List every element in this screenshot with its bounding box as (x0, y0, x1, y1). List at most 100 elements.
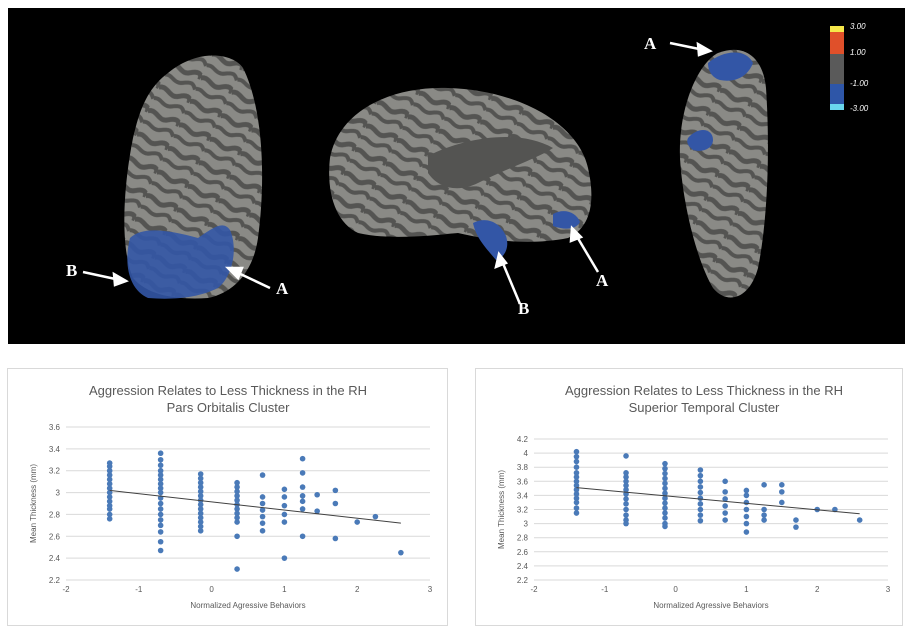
data-point (743, 529, 750, 535)
data-point (662, 510, 668, 516)
data-point (281, 519, 288, 525)
data-point (573, 470, 580, 476)
data-point (332, 500, 339, 507)
data-point (623, 453, 629, 459)
data-point (106, 494, 113, 500)
data-point (234, 484, 240, 490)
data-point (281, 502, 288, 509)
data-point (299, 533, 306, 540)
data-point (197, 484, 204, 490)
y-tick-label: 2.4 (49, 554, 61, 563)
data-point (697, 495, 704, 502)
data-point (662, 480, 668, 487)
data-point (662, 465, 668, 472)
data-point (722, 478, 728, 485)
data-point (197, 528, 204, 534)
data-point (743, 513, 750, 520)
data-point (281, 486, 288, 493)
chart-subtitle: Pars Orbitalis Cluster (167, 400, 290, 415)
chart-subtitle: Superior Temporal Cluster (629, 400, 780, 415)
data-point (259, 500, 266, 507)
data-point (662, 500, 668, 506)
data-point (234, 506, 240, 512)
data-point (722, 496, 728, 502)
data-point (157, 547, 164, 554)
data-point (662, 490, 668, 497)
data-point (197, 501, 204, 508)
data-point (761, 512, 767, 518)
data-point (697, 517, 704, 524)
data-point (332, 535, 339, 542)
y-axis-label: Mean Thickness (mm) (497, 470, 506, 549)
data-point (743, 520, 750, 527)
data-point (573, 478, 580, 485)
data-point (662, 470, 668, 477)
data-point (722, 510, 728, 516)
x-tick-label: 0 (673, 585, 678, 594)
x-tick-label: 2 (815, 585, 820, 594)
callout-label-b-left: B (66, 261, 78, 280)
data-point (259, 507, 266, 513)
y-tick-label: 2.6 (517, 548, 529, 557)
y-tick-label: 3.4 (49, 445, 61, 454)
data-point (662, 505, 668, 511)
data-point (157, 467, 164, 474)
x-tick-label: -2 (530, 585, 538, 594)
data-point (697, 512, 704, 518)
data-point (779, 499, 785, 506)
brain-right-view (679, 49, 768, 298)
x-tick-label: 3 (428, 585, 433, 594)
data-point (314, 491, 320, 498)
data-point (697, 472, 704, 479)
data-point (259, 513, 266, 520)
data-point (623, 470, 629, 476)
data-point (662, 520, 668, 527)
colorbar-label-min: -3.00 (850, 104, 869, 113)
data-point (299, 470, 306, 476)
scatter-chart-pars-orbitalis: Aggression Relates to Less Thickness in … (7, 368, 448, 626)
data-point (697, 478, 704, 485)
data-point (573, 464, 580, 470)
data-point (234, 493, 240, 499)
data-point (197, 523, 204, 530)
x-axis-label: Normalized Agressive Behaviors (653, 601, 768, 610)
data-point (623, 482, 629, 489)
data-point (106, 485, 113, 491)
data-point (697, 467, 704, 473)
data-point (332, 487, 339, 494)
data-point (697, 506, 704, 513)
data-point (106, 516, 113, 522)
data-point (197, 493, 204, 499)
data-point (761, 482, 767, 488)
data-point (623, 501, 629, 507)
data-point (106, 476, 113, 483)
y-axis-label: Mean Thickness (mm) (29, 464, 38, 543)
y-tick-label: 3.4 (517, 491, 529, 500)
data-point (157, 489, 164, 496)
data-point (299, 506, 306, 512)
x-tick-label: 3 (886, 585, 891, 594)
data-point (234, 519, 240, 525)
data-point (157, 522, 164, 529)
data-point (259, 494, 266, 500)
brain-left-view (124, 55, 263, 299)
y-tick-label: 3.2 (517, 506, 529, 515)
y-tick-label: 3.6 (517, 477, 529, 486)
data-point (623, 512, 629, 518)
data-point (106, 498, 113, 505)
data-point (106, 511, 113, 518)
chart-svg: Aggression Relates to Less Thickness in … (497, 383, 891, 610)
data-point (259, 528, 266, 534)
y-tick-label: 2.8 (517, 534, 529, 543)
data-point (197, 471, 204, 477)
callout-label-a-left: A (276, 279, 289, 298)
x-tick-label: 1 (744, 585, 749, 594)
trendline (576, 487, 860, 515)
data-point (157, 481, 164, 487)
data-point (573, 499, 580, 506)
data-point (623, 474, 629, 480)
data-point (573, 448, 580, 455)
y-tick-label: 3 (524, 520, 529, 529)
y-tick-label: 2.6 (49, 532, 61, 541)
data-point (157, 472, 164, 478)
